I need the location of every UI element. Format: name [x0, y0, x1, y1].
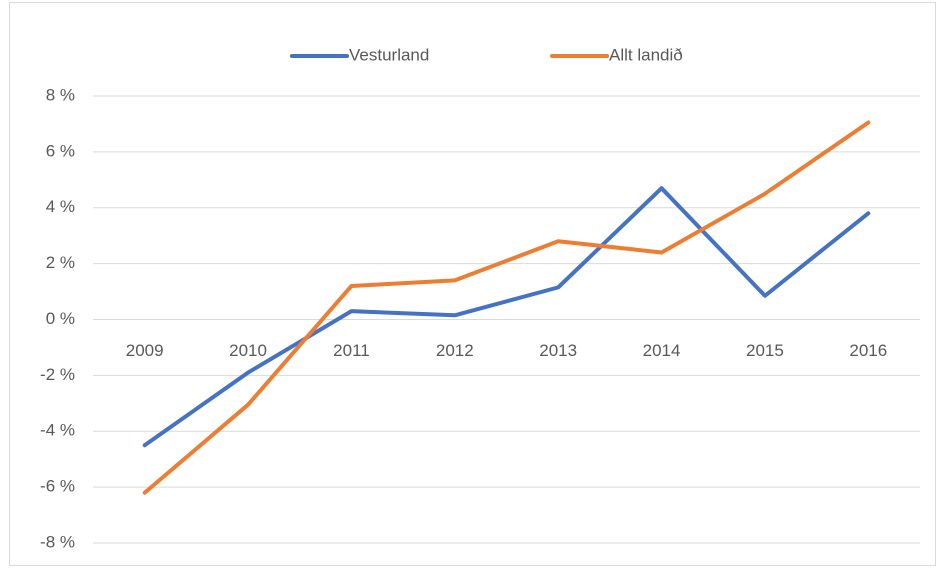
chart-border — [9, 2, 936, 566]
legend-label: Allt landið — [609, 45, 683, 64]
y-tick-label: -8 % — [40, 532, 75, 551]
y-tick-label: 6 % — [46, 141, 75, 160]
y-tick-label: -4 % — [40, 421, 75, 440]
series-line — [142, 186, 871, 448]
x-tick-label: 2013 — [539, 341, 577, 360]
y-tick-label: 4 % — [46, 197, 75, 216]
x-tick-label: 2016 — [849, 341, 887, 360]
x-tick-label: 2010 — [229, 341, 267, 360]
legend-label: Vesturland — [349, 45, 429, 64]
y-tick-label: 0 % — [46, 309, 75, 328]
y-tick-label: -6 % — [40, 477, 75, 496]
y-tick-label: 2 % — [46, 253, 75, 272]
x-tick-label: 2012 — [436, 341, 474, 360]
x-tick-label: 2009 — [126, 341, 164, 360]
x-tick-label: 2014 — [643, 341, 681, 360]
x-tick-label: 2011 — [333, 341, 370, 360]
y-tick-label: -2 % — [40, 365, 75, 384]
series-line — [142, 120, 871, 495]
y-tick-label: 8 % — [46, 85, 75, 104]
x-tick-label: 2015 — [746, 341, 784, 360]
